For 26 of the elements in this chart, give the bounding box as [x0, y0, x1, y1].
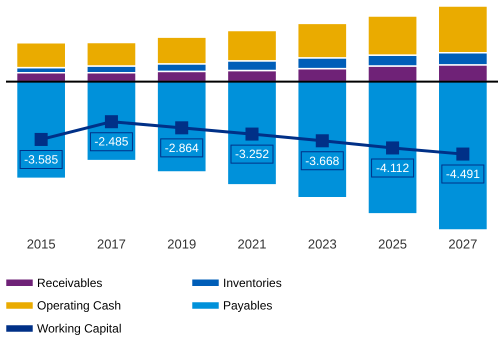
- data-label: -3.585: [24, 152, 58, 166]
- x-tick-label: 2025: [378, 236, 408, 252]
- x-tick-label: 2019: [167, 236, 196, 252]
- data-label: -3.668: [305, 154, 340, 168]
- data-label: -2.864: [164, 140, 200, 155]
- data-label: -3.252: [234, 147, 270, 162]
- point: [245, 128, 259, 141]
- legend-label: Inventories: [223, 276, 282, 290]
- legend-label: Payables: [223, 298, 272, 312]
- data-label: -4.112: [376, 160, 410, 175]
- x-tick-label: 2021: [238, 236, 266, 252]
- point: [316, 134, 329, 148]
- data-label: -4.491: [446, 167, 480, 182]
- point: [175, 121, 188, 134]
- point: [456, 148, 470, 161]
- legend-label: Operating Cash: [37, 298, 122, 312]
- x-tick-label: 2023: [308, 236, 337, 252]
- point: [104, 115, 118, 128]
- legend-label: Working Capital: [37, 322, 122, 336]
- point: [386, 141, 400, 154]
- point: [34, 132, 48, 146]
- legend-label: Receivables: [37, 276, 102, 290]
- x-tick-label: 2015: [26, 236, 56, 252]
- data-label: -2.485: [94, 134, 129, 149]
- x-tick-label: 2027: [448, 236, 478, 252]
- x-tick-label: 2017: [96, 236, 126, 252]
